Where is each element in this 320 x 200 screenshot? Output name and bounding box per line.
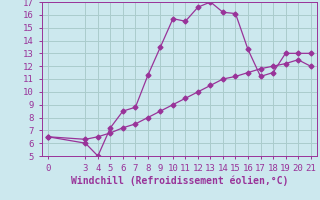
X-axis label: Windchill (Refroidissement éolien,°C): Windchill (Refroidissement éolien,°C) bbox=[70, 175, 288, 186]
